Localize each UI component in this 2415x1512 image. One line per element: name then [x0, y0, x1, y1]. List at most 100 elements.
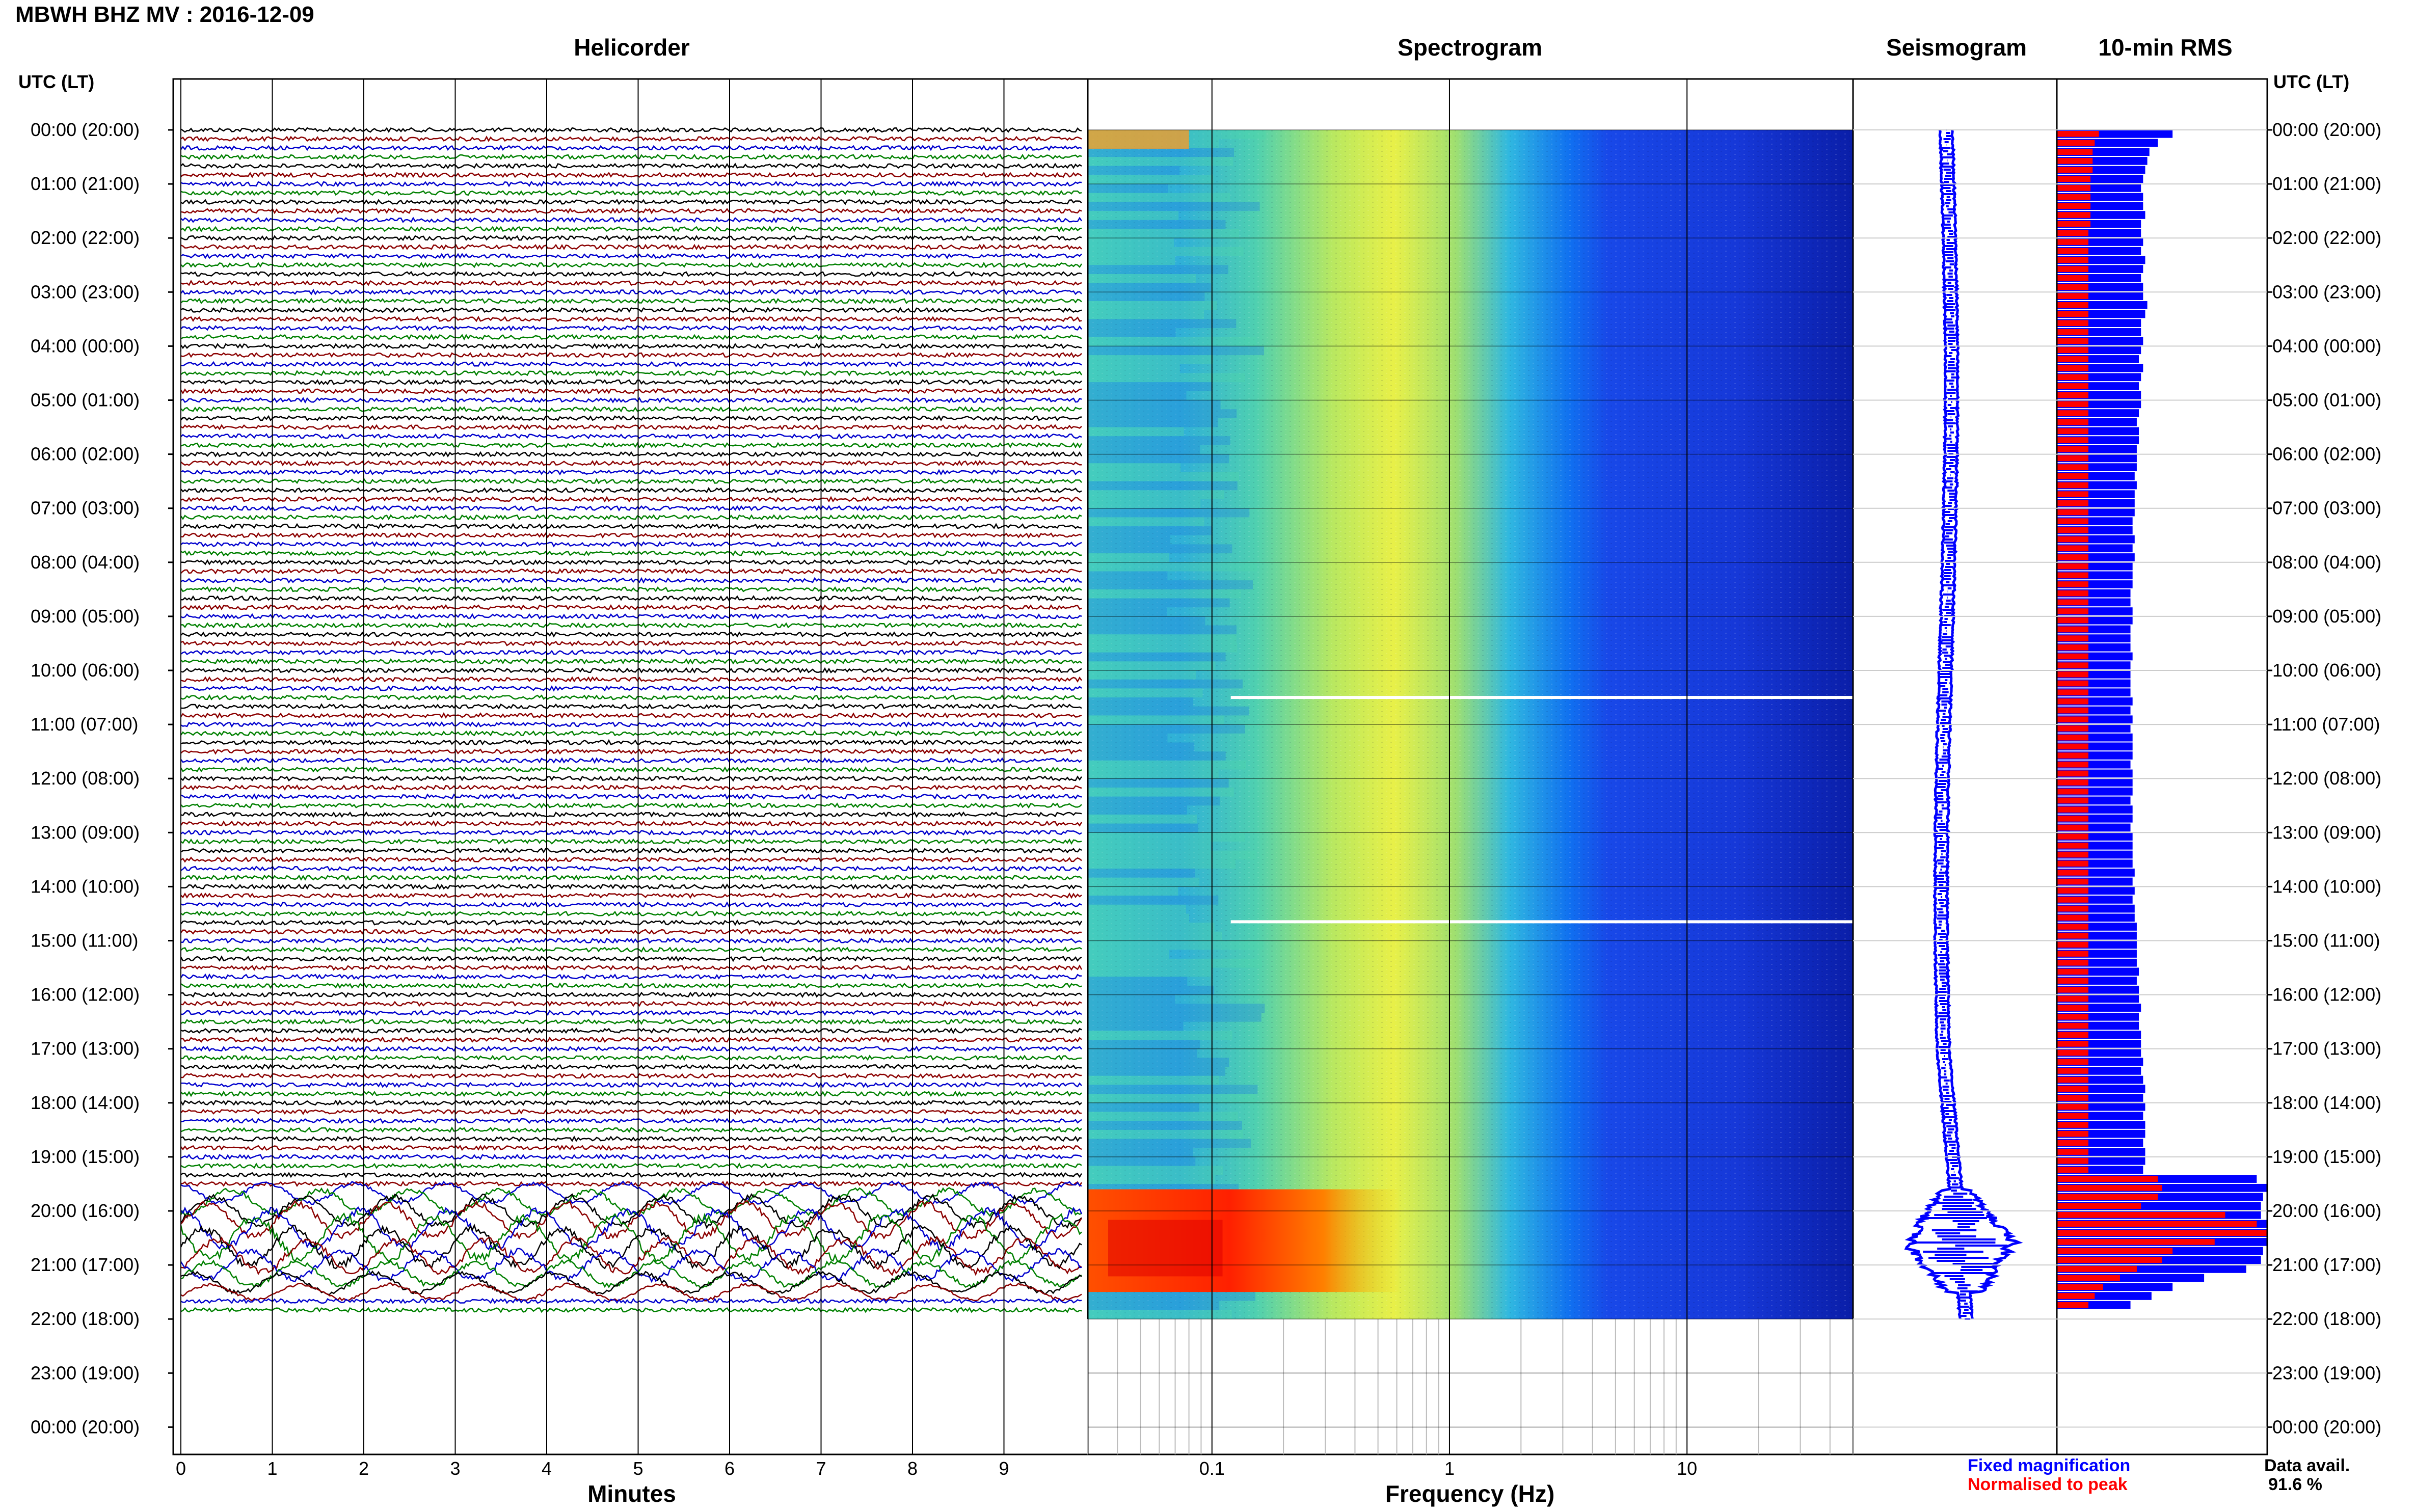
helicorder-trace: [180, 901, 1082, 908]
time-label-right: 22:00 (18:00): [2272, 1308, 2381, 1329]
helicorder-trace: [181, 1180, 1083, 1187]
spectrogram-row-shade: [1088, 634, 1237, 643]
helicorder-trace: [180, 793, 1082, 800]
rms-bar-normalised: [2057, 536, 2088, 543]
helicorder-trace: [180, 325, 1082, 332]
spectrogram-row-shade: [1088, 688, 1203, 698]
helicorder-trace: [180, 1172, 1083, 1178]
helicorder-trace: [180, 451, 1083, 458]
spectrogram-row-shade: [1088, 760, 1246, 770]
rms-bar-normalised: [2057, 797, 2088, 804]
helicorder-trace: [180, 153, 1082, 160]
rms-bar-normalised: [2057, 995, 2088, 1002]
rms-bar-normalised: [2057, 437, 2088, 443]
time-label-right: 17:00 (13:00): [2272, 1038, 2381, 1059]
rms-bar-normalised: [2057, 527, 2088, 533]
helicorder-trace: [180, 1135, 1082, 1143]
helicorder-trace: [180, 136, 1082, 142]
rms-bar-normalised: [2057, 158, 2093, 164]
spectrogram-row-shade: [1088, 1004, 1265, 1013]
spectrogram-row-shade: [1088, 896, 1219, 905]
helicorder-tick-label: 3: [450, 1458, 460, 1479]
time-label-left: 01:00 (21:00): [31, 173, 140, 194]
time-label-left: 15:00 (11:00): [31, 930, 138, 951]
spectrogram-row-shade: [1088, 886, 1178, 896]
spectrogram-row-shade: [1088, 1021, 1184, 1031]
helicorder-tick-label: 7: [816, 1458, 826, 1479]
spectrogram-row-shade: [1088, 283, 1212, 292]
time-label-right: 19:00 (15:00): [2272, 1146, 2381, 1167]
helicorder-trace: [180, 883, 1082, 890]
spectrogram-row-shade: [1088, 679, 1243, 689]
rms-bar-normalised: [2057, 293, 2088, 299]
rms-bar-normalised: [2057, 581, 2088, 587]
spectrogram-row-shade: [1088, 391, 1187, 400]
rms-bar-normalised: [2057, 725, 2088, 732]
rms-bar-normalised: [2057, 1203, 2141, 1209]
helicorder-trace: [180, 163, 1082, 169]
helicorder-trace: [180, 802, 1082, 809]
rms-bar-normalised: [2057, 1113, 2088, 1119]
time-label-right: 00:00 (20:00): [2272, 1416, 2381, 1437]
time-label-left: 09:00 (05:00): [31, 606, 140, 627]
time-label-right: 12:00 (08:00): [2272, 768, 2381, 789]
helicorder-trace: [180, 784, 1082, 791]
spectrogram-row-shade: [1088, 1012, 1262, 1022]
helicorder-tick-label: 5: [633, 1458, 643, 1479]
helicorder-trace: [180, 559, 1082, 565]
helicorder-trace: [180, 910, 1082, 917]
rms-bar-normalised: [2057, 149, 2093, 155]
spectrogram-row-shade: [1088, 814, 1197, 824]
time-label-left: 10:00 (06:00): [31, 660, 140, 681]
spectrogram-row-shade: [1088, 1175, 1216, 1184]
rms-bar-normalised: [2057, 257, 2088, 263]
spectrogram-row-shade: [1088, 1310, 1232, 1319]
rms-bar-normalised: [2057, 842, 2088, 849]
spectrogram-row-shade: [1088, 238, 1174, 247]
helicorder-trace: [180, 640, 1082, 647]
rms-bar-normalised: [2057, 860, 2088, 867]
helicorder-trace: [180, 190, 1082, 196]
helicorder-trace: [180, 820, 1083, 827]
rms-bar-normalised: [2057, 320, 2088, 327]
time-label-right: 05:00 (01:00): [2272, 390, 2381, 411]
rms-bar-normalised: [2057, 1013, 2088, 1020]
time-label-left: 19:00 (15:00): [31, 1146, 140, 1167]
spectrogram-row-shade: [1088, 1094, 1256, 1103]
helicorder-trace: [180, 829, 1082, 836]
rms-bar-normalised: [2057, 1140, 2088, 1146]
rms-bar-normalised: [2057, 140, 2095, 146]
rms-bar-normalised: [2057, 500, 2088, 506]
spectrogram-row-shade: [1088, 850, 1257, 860]
spectrogram-row-shade: [1088, 1112, 1238, 1121]
spectrogram-row-shade: [1088, 526, 1212, 535]
spectrogram-row-shade: [1088, 661, 1216, 670]
time-label-left: 00:00 (20:00): [31, 119, 140, 140]
helicorder-trace: [180, 1082, 1082, 1088]
time-label-left: 03:00 (23:00): [31, 281, 140, 302]
rms-bar-normalised: [2057, 284, 2088, 290]
rms-bar-normalised: [2057, 851, 2088, 858]
helicorder-trace: [180, 721, 1082, 728]
time-label-right: 21:00 (17:00): [2272, 1254, 2381, 1275]
panel-frame: [2056, 78, 2268, 1455]
helicorder-trace: [180, 838, 1082, 845]
helicorder-trace: [180, 955, 1082, 962]
helicorder-trace: [180, 1109, 1082, 1115]
rms-bar-normalised: [2057, 870, 2088, 876]
helicorder-trace: [180, 946, 1082, 953]
helicorder-trace: [180, 442, 1083, 449]
time-label-right: 18:00 (14:00): [2272, 1092, 2381, 1113]
spectrogram-row-shade: [1088, 1048, 1197, 1058]
helicorder-tick-label: 4: [542, 1458, 552, 1479]
helicorder-trace: [180, 379, 1082, 386]
helicorder-trace: [180, 586, 1082, 593]
rms-bar-normalised: [2057, 491, 2088, 498]
rms-bar-normalised: [2057, 1032, 2088, 1038]
helicorder-trace: [180, 1126, 1082, 1133]
rms-bar-normalised: [2057, 1076, 2088, 1083]
spectrogram-row-shade: [1088, 184, 1168, 193]
time-label-left: 00:00 (20:00): [31, 1416, 140, 1437]
rms-bar-normalised: [2057, 653, 2088, 660]
helicorder-trace: [180, 307, 1082, 313]
